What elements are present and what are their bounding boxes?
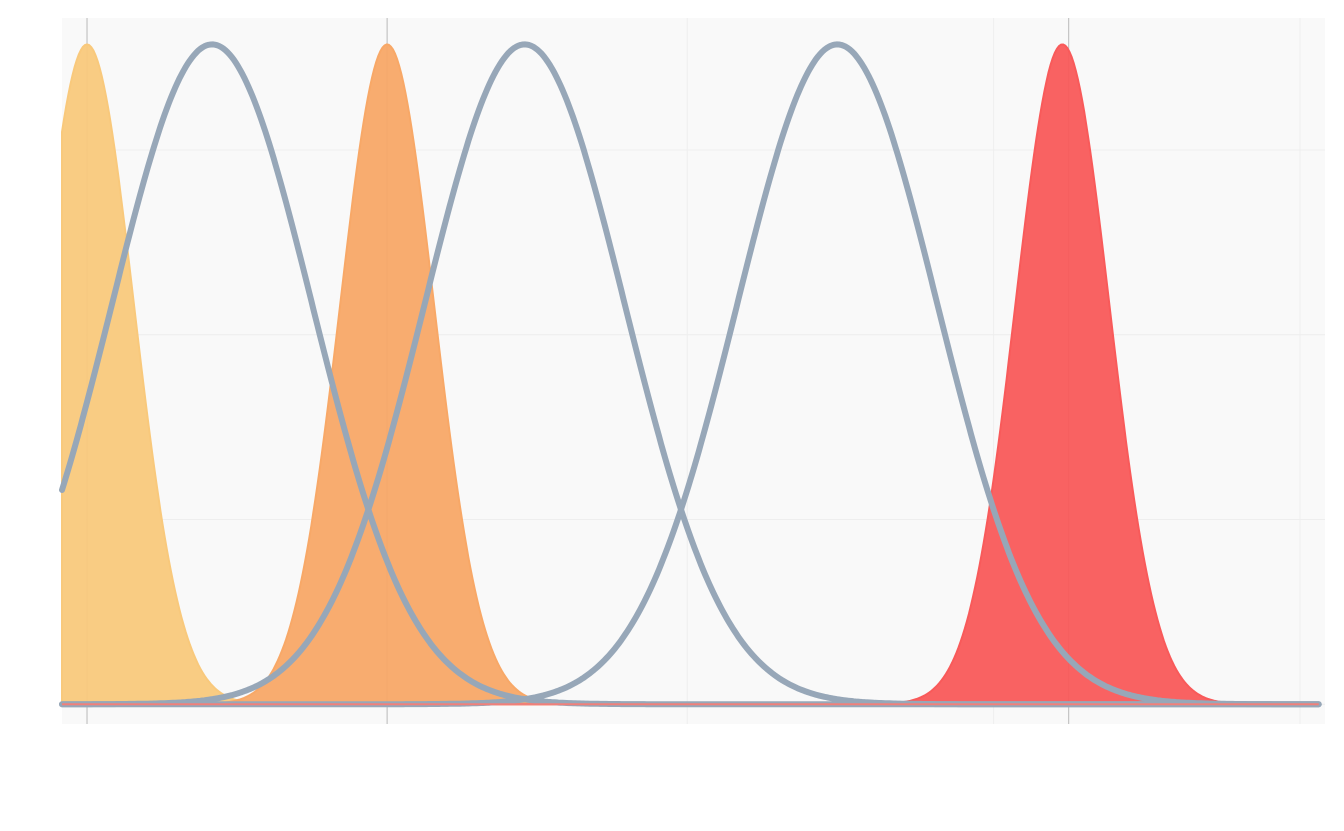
series-marks <box>59 41 1322 708</box>
